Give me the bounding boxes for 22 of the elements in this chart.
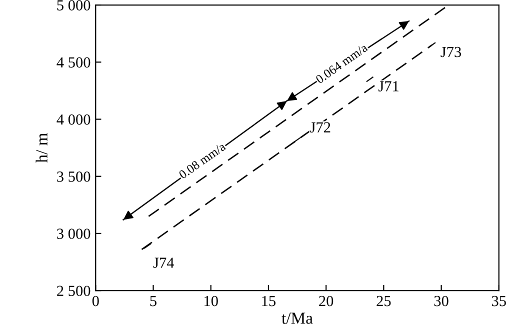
- annotation: J71: [378, 81, 398, 92]
- x-tick-label: 15: [262, 296, 276, 306]
- y-tick-label: 3 000: [57, 228, 90, 239]
- x-tick-label: 10: [204, 296, 218, 306]
- y-tick-label: 4 500: [56, 57, 90, 68]
- annotation: J72: [310, 122, 330, 133]
- y-tick-label: 2 500: [57, 286, 90, 296]
- x-tick-label: 0: [92, 296, 99, 306]
- x-tick-label: 30: [434, 296, 448, 306]
- x-tick-label: 20: [319, 296, 334, 306]
- x-tick-label: 5: [150, 296, 156, 306]
- x-axis-title: t/Ma: [282, 312, 313, 324]
- y-tick-label: 4 000: [56, 114, 90, 125]
- annotation: 0.08 mm/a: [178, 142, 226, 180]
- y-tick-label: 3 500: [57, 171, 90, 182]
- x-tick-label: 25: [376, 296, 391, 306]
- annotation: 0.064 mm/a: [315, 42, 368, 84]
- x-tick-label: 35: [492, 296, 506, 306]
- y-tick-label: 5 000: [57, 0, 90, 10]
- annotation: J74: [153, 258, 174, 268]
- annotation: J73: [440, 46, 462, 58]
- y-axis-title: h/ m: [36, 133, 48, 163]
